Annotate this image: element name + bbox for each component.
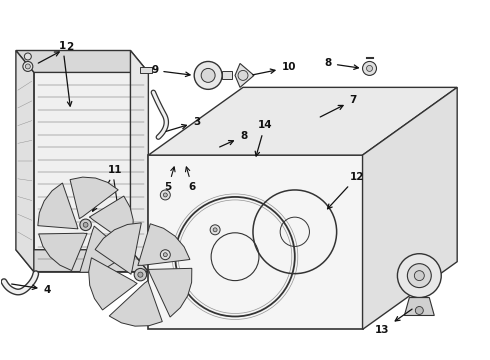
Polygon shape	[300, 144, 315, 158]
Text: 8: 8	[220, 131, 247, 147]
Circle shape	[160, 250, 171, 260]
Polygon shape	[130, 50, 148, 272]
Polygon shape	[404, 298, 434, 315]
Circle shape	[163, 193, 167, 197]
Bar	[222, 71, 232, 80]
Polygon shape	[39, 233, 87, 271]
Circle shape	[415, 271, 424, 280]
Text: 12: 12	[327, 172, 364, 209]
Text: 6: 6	[186, 167, 196, 192]
Circle shape	[83, 222, 88, 227]
Text: 4: 4	[12, 284, 51, 294]
Text: 3: 3	[166, 117, 200, 131]
Circle shape	[23, 62, 33, 71]
Circle shape	[24, 53, 31, 60]
Bar	[141, 67, 152, 73]
Text: 7: 7	[320, 95, 357, 117]
Circle shape	[138, 272, 143, 277]
Polygon shape	[70, 177, 118, 219]
Circle shape	[163, 253, 167, 257]
Circle shape	[194, 62, 222, 89]
Polygon shape	[363, 87, 457, 329]
Polygon shape	[80, 226, 125, 272]
Text: 13: 13	[374, 309, 412, 336]
Text: 5: 5	[165, 167, 175, 192]
Circle shape	[238, 71, 248, 80]
Circle shape	[367, 66, 372, 71]
Polygon shape	[38, 183, 78, 229]
Circle shape	[172, 154, 178, 160]
Polygon shape	[138, 224, 190, 266]
Circle shape	[201, 68, 215, 82]
Text: 11: 11	[93, 165, 123, 211]
Circle shape	[397, 254, 441, 298]
Bar	[148, 155, 363, 329]
Bar	[34, 72, 148, 272]
Text: 14: 14	[255, 120, 272, 156]
FancyBboxPatch shape	[170, 148, 181, 165]
Polygon shape	[16, 50, 148, 72]
Circle shape	[306, 119, 318, 131]
Polygon shape	[204, 141, 217, 154]
Circle shape	[312, 149, 317, 154]
Circle shape	[160, 190, 171, 200]
Polygon shape	[16, 250, 148, 272]
Circle shape	[210, 225, 220, 235]
Polygon shape	[16, 50, 34, 272]
Polygon shape	[89, 258, 137, 310]
Text: 1: 1	[59, 41, 72, 106]
FancyBboxPatch shape	[180, 148, 191, 165]
Polygon shape	[148, 87, 457, 155]
Text: 8: 8	[325, 58, 358, 69]
Polygon shape	[298, 108, 324, 144]
Circle shape	[182, 154, 188, 160]
Polygon shape	[235, 63, 254, 87]
Circle shape	[303, 148, 310, 154]
Circle shape	[407, 264, 431, 288]
Text: 2: 2	[38, 41, 73, 63]
Circle shape	[134, 269, 147, 281]
Polygon shape	[89, 196, 133, 245]
Polygon shape	[148, 268, 192, 317]
Circle shape	[25, 64, 30, 69]
Polygon shape	[95, 223, 141, 274]
Polygon shape	[109, 280, 162, 326]
Text: 9: 9	[151, 66, 190, 77]
Circle shape	[300, 129, 308, 137]
Text: 10: 10	[253, 62, 296, 75]
Circle shape	[416, 306, 423, 315]
Circle shape	[363, 62, 376, 75]
Circle shape	[213, 228, 217, 232]
Circle shape	[80, 219, 91, 230]
